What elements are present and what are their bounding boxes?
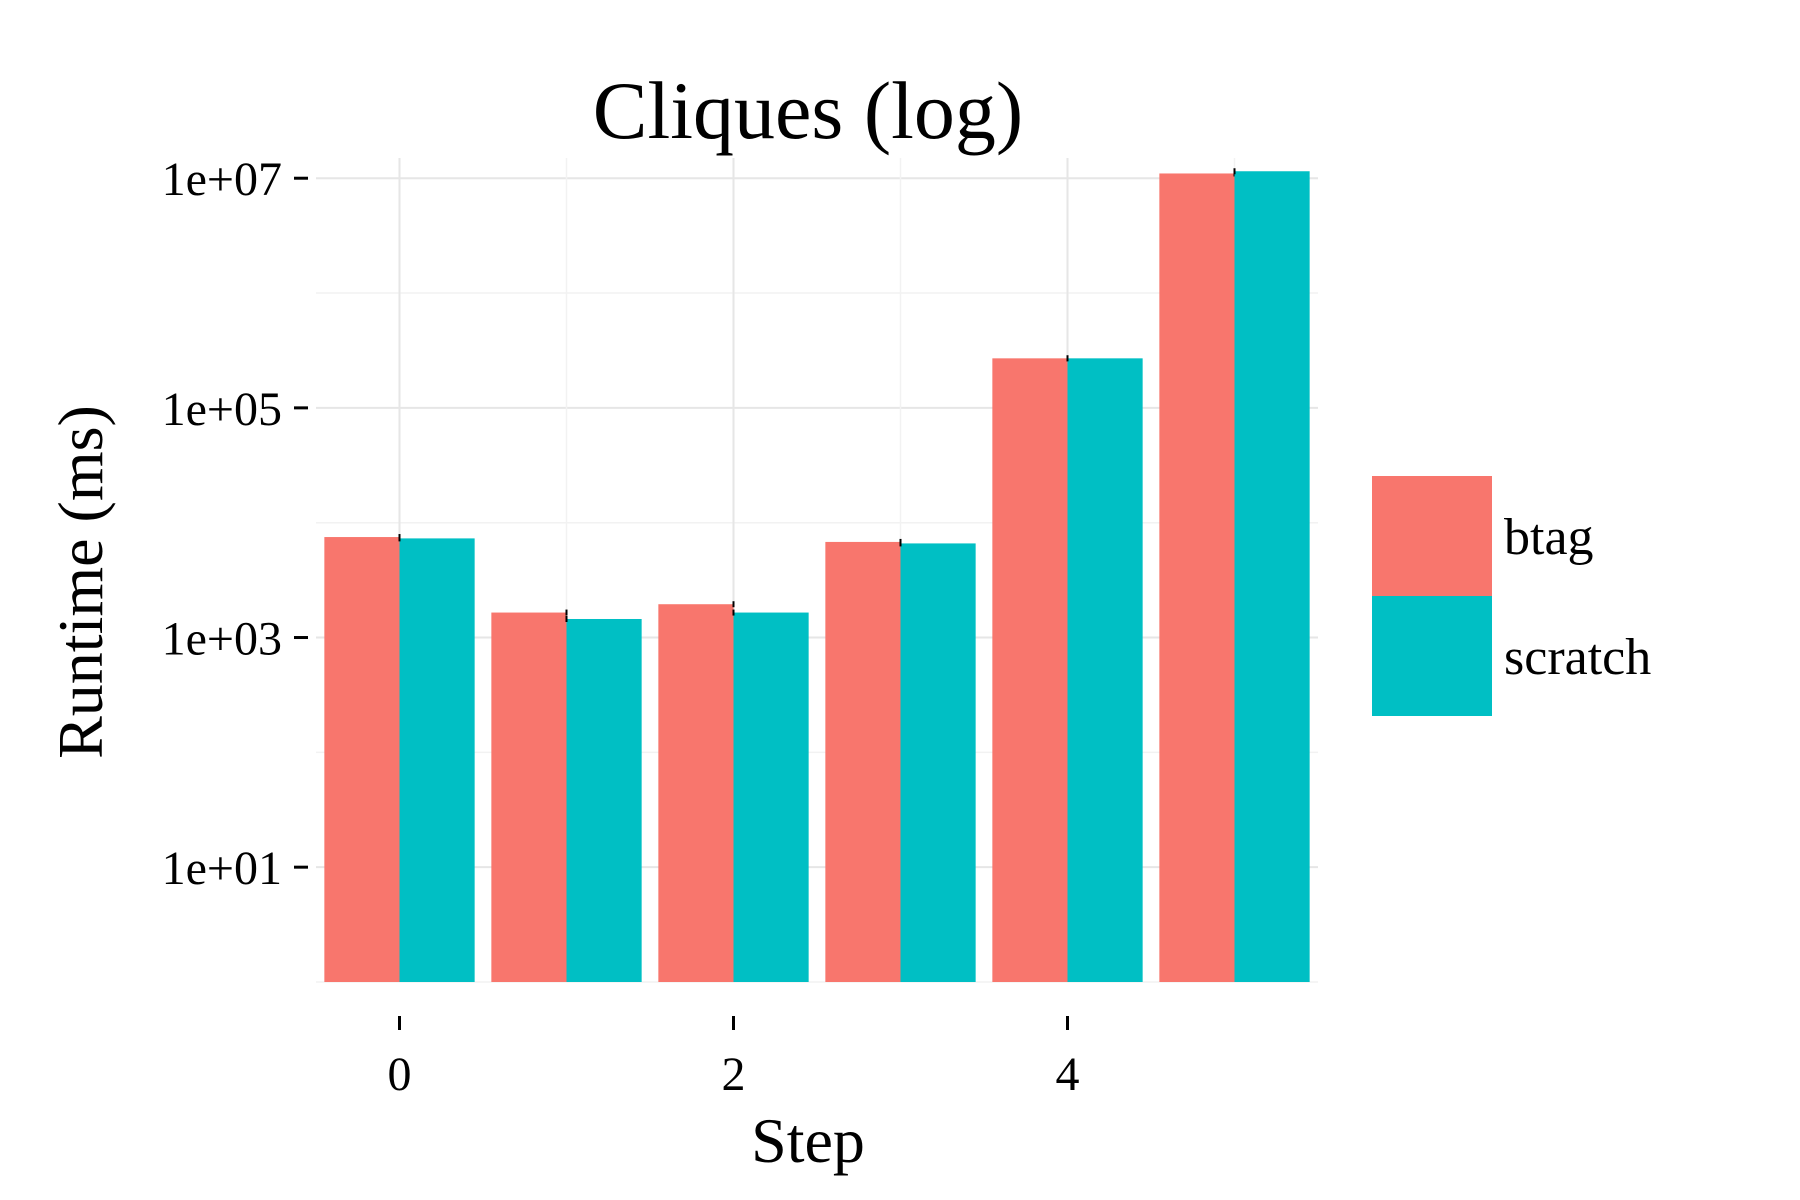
bar-btag-0	[324, 537, 400, 982]
y-tick-label: 1e+01	[162, 842, 282, 895]
y-tick-label: 1e+07	[162, 153, 282, 206]
legend-label-btag: btag	[1504, 509, 1594, 566]
legend-key-btag	[1372, 476, 1492, 596]
y-tick-label: 1e+05	[162, 383, 282, 436]
legend-key-scratch	[1372, 596, 1492, 716]
bar-scratch-4	[1067, 358, 1143, 983]
x-tick-label: 2	[722, 1048, 746, 1101]
y-tick-label: 1e+03	[162, 613, 282, 666]
bar-btag-5	[1159, 173, 1235, 982]
bar-scratch-5	[1234, 171, 1310, 983]
bars	[324, 168, 1310, 983]
legend-label-scratch: scratch	[1504, 629, 1651, 686]
bar-scratch-2	[733, 612, 809, 982]
chart-title: Cliques (log)	[593, 65, 1023, 156]
bar-btag-4	[992, 358, 1068, 983]
bar-btag-2	[658, 604, 734, 982]
x-tick-label: 0	[388, 1048, 412, 1101]
bar-scratch-1	[566, 618, 642, 982]
bar-btag-3	[825, 541, 901, 982]
bar-scratch-0	[399, 538, 475, 982]
x-tick-label: 4	[1056, 1048, 1080, 1101]
bar-scratch-3	[900, 543, 976, 982]
x-axis-title: Step	[751, 1105, 865, 1176]
legend: btag scratch	[1372, 476, 1651, 716]
axes: 1e+01 1e+03 1e+05 1e+07 0 2 4	[162, 153, 1080, 1101]
bar-btag-1	[491, 612, 567, 982]
y-axis-title: Runtime (ms)	[45, 405, 116, 759]
